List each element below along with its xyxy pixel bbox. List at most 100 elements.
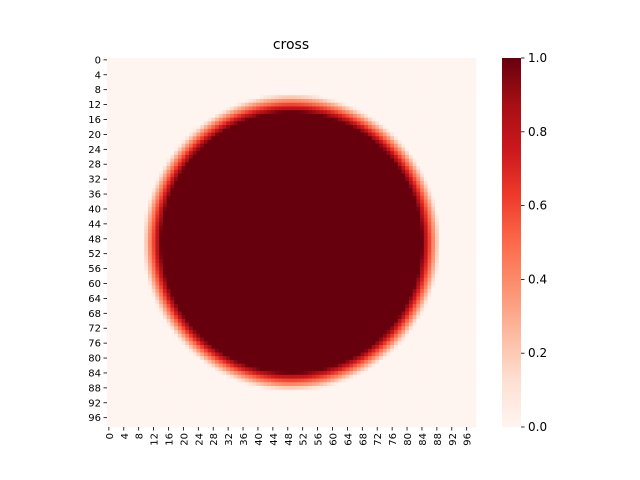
heatmap-cell <box>207 225 212 230</box>
heatmap-cell <box>259 91 264 96</box>
heatmap-cell <box>129 218 134 223</box>
heatmap-cell <box>218 199 223 204</box>
heatmap-cell <box>144 87 149 92</box>
heatmap-cell <box>211 203 216 208</box>
heatmap-cell <box>293 91 298 96</box>
heatmap-cell <box>427 158 432 163</box>
heatmap-cell <box>148 188 153 193</box>
heatmap-cell <box>435 125 440 130</box>
heatmap-cell <box>230 91 235 96</box>
heatmap-cell <box>353 222 358 227</box>
heatmap-cell <box>110 117 115 122</box>
heatmap-cell <box>349 76 354 81</box>
heatmap-cell <box>382 236 387 242</box>
heatmap-cell <box>271 76 276 81</box>
heatmap-cell <box>386 128 391 133</box>
heatmap-cell <box>107 125 112 130</box>
heatmap-cell <box>431 233 436 238</box>
heatmap-cell <box>133 58 138 63</box>
heatmap-cell <box>300 195 305 201</box>
heatmap-cell <box>379 214 384 219</box>
heatmap-cell <box>394 222 399 227</box>
heatmap-cell <box>304 76 309 81</box>
heatmap-cell <box>110 166 115 171</box>
heatmap-cell <box>297 233 302 238</box>
heatmap-cell <box>203 244 209 249</box>
heatmap-cell <box>457 207 462 212</box>
heatmap-cell <box>241 113 246 119</box>
heatmap-cell <box>360 121 365 126</box>
heatmap-cell <box>151 162 156 167</box>
heatmap-cell <box>468 91 473 96</box>
heatmap-cell <box>375 91 380 96</box>
heatmap-cell <box>118 65 123 70</box>
heatmap-cell <box>397 199 402 204</box>
heatmap-cell <box>341 210 346 215</box>
heatmap-cell <box>256 158 261 163</box>
heatmap-cell <box>151 222 156 227</box>
heatmap-cell <box>207 65 212 70</box>
chart-title: cross <box>273 37 309 53</box>
heatmap-cell <box>200 240 205 245</box>
heatmap-cell <box>464 240 469 245</box>
heatmap-cell <box>118 214 123 219</box>
heatmap-cell <box>423 169 428 174</box>
heatmap-cell <box>274 188 279 193</box>
heatmap-cell <box>353 177 358 182</box>
heatmap-cell <box>461 76 466 81</box>
heatmap-cell <box>341 132 346 137</box>
heatmap-cell <box>241 136 246 141</box>
heatmap-cell <box>155 110 160 115</box>
heatmap-cell <box>364 58 369 63</box>
heatmap-cell <box>159 173 164 178</box>
heatmap-cell <box>390 102 395 107</box>
heatmap-cell <box>189 166 194 171</box>
heatmap-cell <box>241 225 246 230</box>
heatmap-cell <box>349 214 354 219</box>
heatmap-cell <box>148 106 153 111</box>
heatmap-cell <box>315 125 320 130</box>
heatmap-cell <box>334 162 339 167</box>
heatmap-cell <box>159 125 164 130</box>
heatmap-cell <box>174 169 179 174</box>
heatmap-cell <box>457 214 462 219</box>
heatmap-cell <box>282 113 287 119</box>
heatmap-cell <box>140 158 145 163</box>
heatmap-cell <box>244 143 250 148</box>
heatmap-cell <box>345 117 350 122</box>
heatmap-cell <box>379 166 384 171</box>
heatmap-cell <box>304 184 309 189</box>
heatmap-cell <box>371 99 376 104</box>
heatmap-cell <box>457 136 462 141</box>
heatmap-cell <box>394 106 399 111</box>
heatmap-cell <box>181 147 186 152</box>
heatmap-cell <box>133 162 138 167</box>
heatmap-cell <box>457 84 462 89</box>
heatmap-cell <box>423 61 428 66</box>
heatmap-cell <box>241 125 246 130</box>
heatmap-cell <box>185 169 190 174</box>
heatmap-cell <box>203 58 209 63</box>
heatmap-cell <box>300 72 305 78</box>
heatmap-cell <box>300 177 305 182</box>
heatmap-cell <box>237 95 242 100</box>
heatmap-cell <box>200 140 205 145</box>
heatmap-cell <box>263 181 268 186</box>
heatmap-cell <box>230 136 235 141</box>
heatmap-cell <box>185 95 190 100</box>
heatmap-cell <box>371 140 376 145</box>
heatmap-cell <box>349 218 354 223</box>
heatmap-cell <box>170 91 175 96</box>
heatmap-cell <box>468 99 473 104</box>
heatmap-cell <box>472 69 477 74</box>
heatmap-cell <box>196 125 201 130</box>
heatmap-cell <box>300 102 305 107</box>
heatmap-cell <box>107 195 112 201</box>
heatmap-cell <box>323 72 328 78</box>
heatmap-cell <box>129 87 134 92</box>
heatmap-cell <box>203 177 209 182</box>
heatmap-cell <box>394 207 399 212</box>
heatmap-cell <box>423 236 428 242</box>
heatmap-cell <box>293 229 298 234</box>
heatmap-cell <box>267 207 272 212</box>
